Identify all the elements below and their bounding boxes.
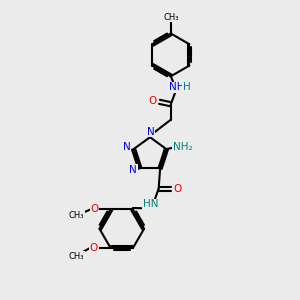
Text: NH: NH: [169, 82, 184, 92]
Text: N: N: [130, 165, 137, 175]
Text: CH₃: CH₃: [69, 212, 84, 220]
Text: O: O: [90, 243, 98, 253]
Text: CH₃: CH₃: [69, 252, 84, 261]
Text: N: N: [123, 142, 131, 152]
Text: CH₃: CH₃: [163, 13, 178, 22]
Text: HN: HN: [143, 199, 158, 209]
Text: NH₂: NH₂: [173, 142, 193, 152]
Text: O: O: [90, 205, 98, 214]
Text: H: H: [183, 82, 190, 92]
Text: O: O: [149, 96, 157, 106]
Text: O: O: [174, 184, 182, 194]
Text: N: N: [147, 127, 154, 137]
